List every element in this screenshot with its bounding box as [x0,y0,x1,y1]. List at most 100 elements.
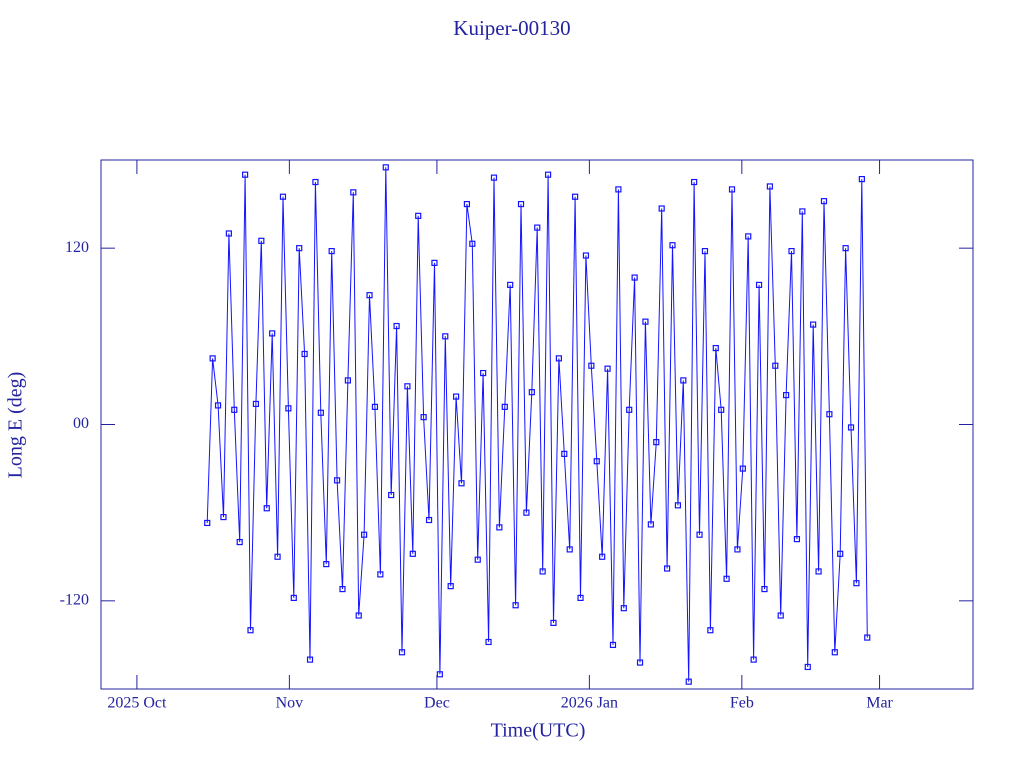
data-point [739,465,746,472]
data-line [206,167,868,682]
data-point [404,383,411,390]
data-point [631,274,638,281]
x-tick-label: Dec [424,695,450,712]
data-point [323,560,330,568]
y-tick-label: 00 [73,415,89,432]
data-point [425,516,433,524]
data-point [285,405,292,412]
data-point [599,553,606,560]
y-tick-label: -120 [60,592,89,609]
y-tick-label: 120 [65,239,89,256]
data-point [312,178,319,186]
data-point [674,502,682,509]
data-point [620,605,627,612]
data-point [701,248,709,255]
data-point [420,414,427,421]
data-point [458,480,465,487]
data-point [691,178,698,186]
data-point [469,240,476,247]
data-point [858,176,865,183]
data-point [810,321,817,328]
data-point [409,550,416,557]
data-point [393,322,400,330]
data-point [301,350,308,358]
data-point [864,634,871,641]
data-point [225,230,232,237]
data-point [609,641,617,649]
data-point [328,248,335,255]
data-point [490,174,498,181]
data-point [366,292,373,299]
data-point [361,531,368,538]
data-point [480,369,487,377]
data-point [837,550,844,557]
data-point [680,377,687,384]
data-point [523,509,530,516]
data-point [685,678,692,685]
data-point [274,553,281,560]
data-point [512,602,519,609]
data-point [772,362,779,369]
data-point [696,531,703,538]
data-point [820,198,828,205]
data-point [799,208,806,215]
data-point [766,183,773,190]
data-point [388,491,395,499]
data-point [485,638,492,646]
data-point [269,330,276,337]
data-point [431,259,438,266]
data-point [258,237,265,244]
data-point [561,450,568,457]
data-point [415,212,422,219]
x-tick-label: Feb [730,695,754,712]
data-point [252,400,260,408]
data-point [517,200,525,208]
data-point [842,245,849,252]
data-point [534,224,541,231]
data-point [712,344,719,352]
data-point [793,536,801,543]
data-point [663,565,671,572]
data-point [507,281,514,289]
data-point [550,619,557,626]
data-point [669,242,676,249]
data-point [290,594,297,601]
data-point [804,663,811,671]
data-point [566,546,573,553]
data-point [279,193,287,200]
data-point [447,583,454,590]
data-point [382,164,389,171]
data-point [847,424,855,431]
x-tick-label: 2025 Oct [107,695,167,712]
data-point [647,521,654,528]
data-point [626,406,633,413]
x-axis-label: Time(UTC) [491,720,586,742]
data-point [214,402,222,409]
plot-area [204,164,871,685]
data-point [755,281,763,289]
data-point [350,189,357,196]
data-point [317,409,324,416]
data-point [231,406,238,413]
data-point [442,333,449,340]
data-point [777,612,784,619]
data-point [788,248,795,255]
data-point [528,389,535,396]
data-point [333,477,341,484]
data-point [236,538,243,546]
data-point [339,585,346,593]
data-point [734,546,741,553]
data-point [826,411,833,418]
data-point [582,252,590,259]
data-point [750,656,757,663]
data-point [642,318,649,325]
data-point [718,406,725,413]
data-point [377,571,384,578]
data-point [204,519,211,527]
data-point [761,585,768,593]
data-point [593,458,600,465]
data-point [636,659,644,666]
data-point [728,186,736,193]
data-point [306,656,314,663]
